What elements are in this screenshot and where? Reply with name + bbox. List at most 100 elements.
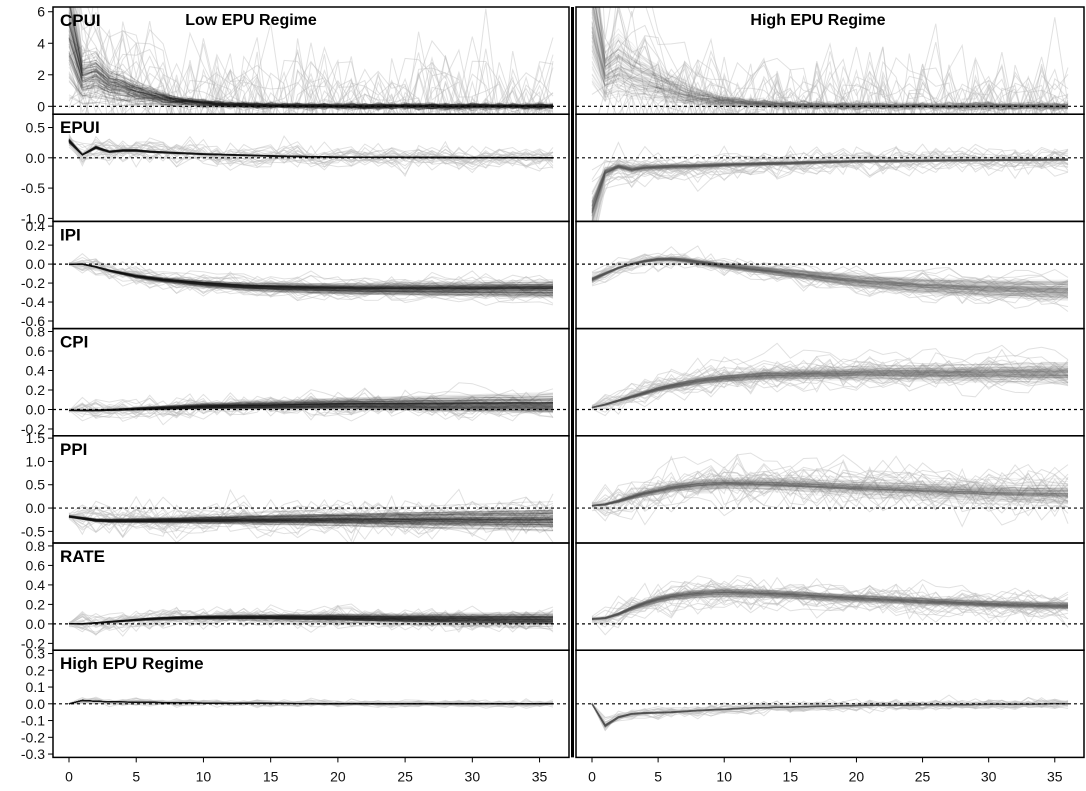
irf-draw-line bbox=[591, 362, 1069, 408]
irf-draw-line bbox=[591, 371, 1069, 408]
irf-draw-line bbox=[68, 615, 554, 625]
irf-draw-line bbox=[591, 594, 1069, 620]
irf-draw-line bbox=[68, 139, 554, 159]
irf-draw-line bbox=[591, 372, 1069, 408]
irf-draw-line bbox=[68, 699, 554, 709]
irf-draw-line bbox=[68, 613, 554, 625]
irf-draw-line bbox=[591, 158, 1069, 212]
irf-lines-layer bbox=[68, 7, 1069, 732]
irf-draw-line bbox=[591, 258, 1069, 289]
irf-draw-line bbox=[591, 370, 1069, 409]
irf-draw-line bbox=[68, 263, 554, 290]
irf-draw-line bbox=[591, 372, 1068, 408]
y-tick-label: 0.2 bbox=[26, 662, 46, 678]
irf-draw-line bbox=[68, 263, 554, 289]
irf-draw-line bbox=[68, 140, 554, 159]
irf-draw-line bbox=[68, 263, 554, 292]
irf-draw-line bbox=[591, 592, 1069, 620]
irf-draw-line bbox=[591, 258, 1069, 291]
irf-draw-line bbox=[591, 703, 1069, 728]
irf-draw-line bbox=[591, 158, 1069, 207]
irf-draw-line bbox=[591, 158, 1069, 210]
x-tick-label: 15 bbox=[263, 768, 279, 784]
irf-draw-line bbox=[591, 369, 1069, 408]
irf-draw-line bbox=[68, 263, 554, 290]
y-tick-label: 0.2 bbox=[26, 237, 46, 253]
irf-draw-line bbox=[68, 515, 554, 521]
irf-draw-line bbox=[68, 15, 554, 110]
irf-draw-line bbox=[591, 479, 1069, 506]
irf-draw-line bbox=[591, 258, 1069, 290]
irf-draw-line bbox=[68, 399, 554, 411]
irf-draw-line bbox=[591, 591, 1069, 620]
irf-draw-line bbox=[591, 373, 1069, 409]
irf-draw-line bbox=[68, 141, 554, 159]
irf-draw-line bbox=[68, 46, 554, 110]
irf-draw-line bbox=[68, 401, 553, 411]
y-tick-label: 0.0 bbox=[26, 616, 46, 632]
irf-draw-line bbox=[68, 618, 554, 626]
irf-draw-line bbox=[68, 615, 553, 625]
irf-draw-line bbox=[591, 158, 1069, 205]
irf-draw-line bbox=[68, 514, 554, 522]
irf-draw-line bbox=[591, 371, 1069, 409]
irf-draw-line bbox=[68, 606, 554, 630]
irf-draw-line bbox=[591, 372, 1069, 408]
irf-draw-line bbox=[591, 466, 1069, 507]
y-tick-label: 0.0 bbox=[26, 500, 46, 516]
irf-draw-line bbox=[68, 500, 554, 543]
irf-draw-line bbox=[591, 489, 1069, 508]
irf-draw-line bbox=[68, 263, 554, 294]
irf-draw-line bbox=[591, 258, 1069, 286]
irf-draw-line bbox=[68, 396, 554, 417]
irf-draw-line bbox=[591, 455, 1069, 507]
irf-draw-line bbox=[68, 260, 554, 303]
irf-draw-line bbox=[68, 615, 554, 625]
irf-draw-line bbox=[68, 516, 554, 526]
irf-draw-line bbox=[591, 593, 1069, 620]
irf-draw-line bbox=[591, 260, 1069, 301]
irf-draw-line bbox=[68, 141, 553, 159]
irf-draw-line bbox=[591, 158, 1069, 202]
irf-draw-line bbox=[591, 594, 1069, 620]
irf-draw-line bbox=[68, 617, 554, 625]
y-tick-label: 0.2 bbox=[26, 596, 46, 612]
irf-draw-line bbox=[68, 617, 554, 625]
irf-draw-line bbox=[68, 263, 554, 292]
irf-draw-line bbox=[68, 515, 554, 526]
irf-draw-line bbox=[591, 370, 1069, 408]
irf-draw-line bbox=[591, 46, 1069, 111]
irf-draw-line bbox=[591, 703, 1069, 727]
irf-draw-line bbox=[591, 582, 1069, 629]
irf-draw-line bbox=[68, 516, 554, 526]
irf-draw-line bbox=[591, 703, 1069, 727]
irf-draw-line bbox=[68, 506, 554, 542]
irf-draw-line bbox=[68, 617, 553, 625]
irf-draw-line bbox=[591, 373, 1068, 408]
irf-draw-line bbox=[591, 703, 1069, 726]
irf-draw-line bbox=[591, 363, 1069, 408]
irf-draw-line bbox=[591, 362, 1069, 408]
irf-draw-line bbox=[591, 703, 1069, 726]
irf-draw-line bbox=[591, 27, 1069, 109]
irf-draw-line bbox=[591, 355, 1069, 407]
irf-draw-line bbox=[79, 7, 542, 115]
irf-draw-line bbox=[68, 140, 554, 159]
irf-draw-line bbox=[68, 506, 554, 535]
irf-draw-line bbox=[68, 616, 554, 625]
irf-draw-line bbox=[68, 515, 554, 521]
irf-draw-line bbox=[68, 263, 554, 289]
irf-draw-line bbox=[68, 617, 554, 625]
irf-draw-line bbox=[591, 259, 1069, 294]
irf-draw-line bbox=[591, 483, 1069, 507]
irf-draw-line bbox=[591, 595, 1069, 621]
irf-draw-line bbox=[591, 158, 1069, 210]
irf-draw-line bbox=[597, 153, 1069, 222]
irf-draw-line bbox=[68, 396, 554, 418]
irf-draw-line bbox=[68, 515, 554, 527]
irf-draw-line bbox=[69, 263, 553, 292]
irf-draw-line bbox=[68, 9, 554, 110]
irf-draw-line bbox=[591, 373, 1069, 408]
y-tick-label: 1.0 bbox=[26, 453, 46, 469]
irf-draw-line bbox=[68, 512, 554, 521]
